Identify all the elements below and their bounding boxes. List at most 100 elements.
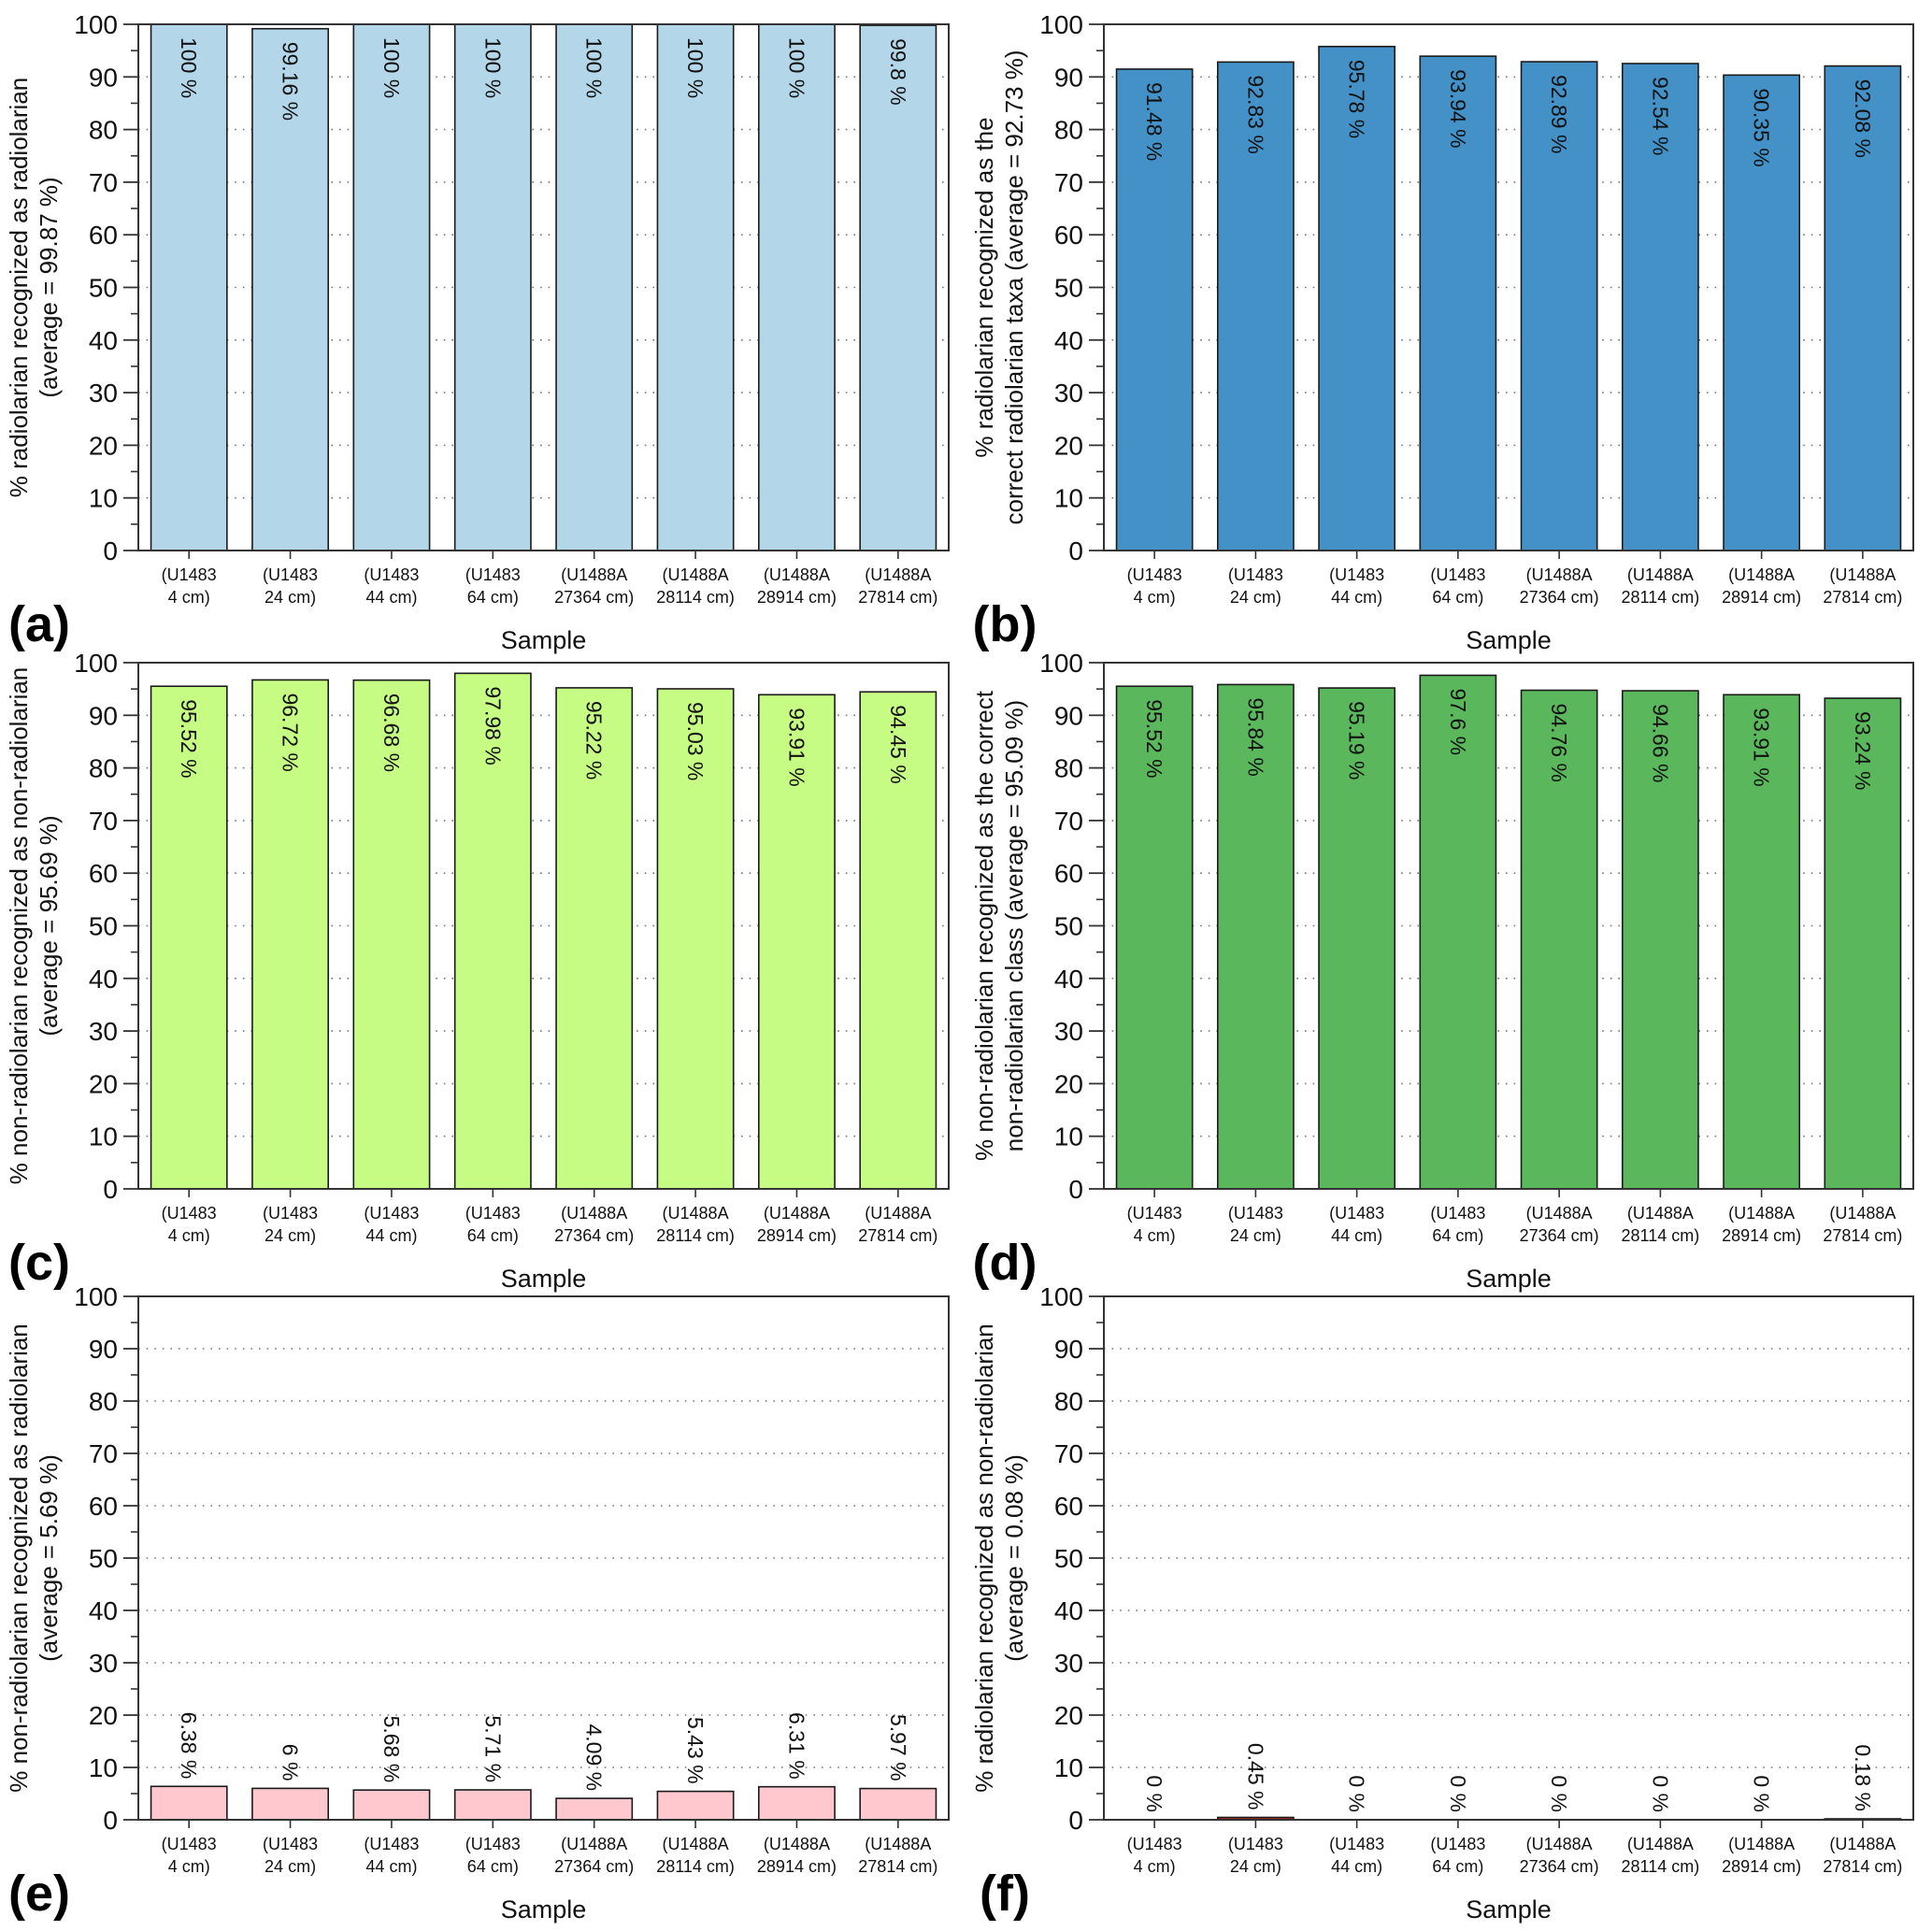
x-tick-label-line: (U1488A bbox=[1627, 1204, 1694, 1223]
bar bbox=[555, 23, 634, 551]
bar-value-label: 96.68 % bbox=[379, 694, 404, 772]
bar bbox=[453, 672, 532, 1190]
bar-value-label: 96.72 % bbox=[279, 693, 303, 771]
x-tick-label-line: (U1488A bbox=[663, 1204, 729, 1223]
chart-panel-b: 91.48 % (U1483 4 cm) 92.83 % (U1483 24 cm) 95.… bbox=[970, 10, 1914, 654]
x-tick-label-line: 27814 cm) bbox=[858, 1857, 937, 1876]
x-tick-label-line: 27364 cm) bbox=[554, 588, 634, 607]
y-tick-label: 50 bbox=[1054, 912, 1083, 941]
bar-value-label: 100 % bbox=[379, 37, 404, 98]
x-tick-label: (U1488A 28914 cm) bbox=[757, 1204, 837, 1245]
y-tick-label: 100 bbox=[1039, 10, 1083, 39]
x-tick-label: (U1483 44 cm) bbox=[1329, 565, 1384, 607]
x-tick-label-line: 44 cm) bbox=[1331, 588, 1382, 607]
x-tick-label: (U1483 24 cm) bbox=[1228, 565, 1283, 607]
y-tick-label: 100 bbox=[74, 10, 118, 39]
x-tick-label-line: 27814 cm) bbox=[1823, 1226, 1902, 1245]
x-tick-label-line: 27364 cm) bbox=[554, 1226, 634, 1245]
bar bbox=[1621, 690, 1699, 1190]
y-axis-label-line: % non-radiolarian recognized as radiolar… bbox=[5, 1323, 33, 1793]
y-tick-label: 70 bbox=[1054, 807, 1083, 836]
y-axis-label-line: (average = 0.08 %) bbox=[1000, 1454, 1028, 1662]
y-tick-label: 0 bbox=[103, 1806, 118, 1835]
x-tick-label-line: (U1483 bbox=[1127, 565, 1182, 584]
x-tick-label: (U1488A 28914 cm) bbox=[1722, 565, 1801, 607]
x-tick-label-line: 28114 cm) bbox=[1622, 1857, 1700, 1876]
x-tick-label-line: 28914 cm) bbox=[757, 588, 837, 607]
y-axis-label-line: % non-radiolarian recognized as non-radi… bbox=[5, 667, 33, 1185]
bar bbox=[1115, 685, 1194, 1190]
x-tick-label: (U1483 64 cm) bbox=[465, 565, 521, 607]
bar-value-label: 100 % bbox=[480, 37, 505, 98]
x-tick-label: (U1488A 28114 cm) bbox=[1622, 1204, 1700, 1245]
x-tick-label: (U1488A 27364 cm) bbox=[554, 565, 634, 607]
y-tick-label: 70 bbox=[89, 168, 118, 197]
x-tick-label-line: 27814 cm) bbox=[1823, 588, 1902, 607]
x-tick-label-line: (U1483 bbox=[364, 1204, 419, 1223]
y-tick-label: 30 bbox=[89, 1017, 118, 1046]
x-tick-label: (U1488A 28914 cm) bbox=[757, 565, 837, 607]
x-tick-label-line: 28114 cm) bbox=[656, 1857, 735, 1876]
bar-value-label: 0 % bbox=[1648, 1775, 1672, 1812]
x-tick-label: (U1483 24 cm) bbox=[263, 1204, 318, 1245]
x-tick-label-line: 64 cm) bbox=[467, 588, 519, 607]
bar bbox=[1824, 697, 1902, 1190]
y-tick-label: 100 bbox=[1039, 649, 1083, 678]
x-tick-label: (U1488A 27814 cm) bbox=[858, 565, 937, 607]
x-tick-label: (U1483 24 cm) bbox=[263, 565, 318, 607]
y-tick-label: 10 bbox=[1054, 1123, 1083, 1151]
x-tick-label-line: (U1483 bbox=[1329, 1835, 1384, 1853]
y-tick-label: 30 bbox=[89, 379, 118, 408]
bar-value-label: 92.54 % bbox=[1648, 77, 1672, 155]
bar-value-label: 4.09 % bbox=[582, 1724, 607, 1791]
y-tick-label: 30 bbox=[1054, 1017, 1083, 1046]
bar bbox=[150, 685, 228, 1190]
x-tick-label: (U1483 4 cm) bbox=[1127, 1204, 1182, 1245]
bar-value-label: 5.97 % bbox=[886, 1714, 910, 1781]
x-tick-label-line: 4 cm) bbox=[168, 588, 210, 607]
x-tick-label: (U1483 4 cm) bbox=[1127, 565, 1182, 607]
chart-panel-d: 95.52 % (U1483 4 cm) 95.84 % (U1483 24 cm) 95.… bbox=[970, 649, 1914, 1293]
x-tick-label: (U1483 44 cm) bbox=[1329, 1835, 1384, 1876]
y-tick-label: 90 bbox=[1054, 63, 1083, 92]
x-tick-label-line: (U1483 bbox=[263, 1204, 318, 1223]
bar-value-label: 91.48 % bbox=[1142, 82, 1166, 161]
x-tick-label-line: 44 cm) bbox=[365, 1226, 417, 1245]
x-tick-label-line: 4 cm) bbox=[1134, 1857, 1176, 1876]
x-tick-label: (U1488A 27364 cm) bbox=[554, 1204, 634, 1245]
x-tick-label-line: (U1483 bbox=[1329, 1204, 1384, 1223]
bar-value-label: 95.19 % bbox=[1345, 701, 1369, 780]
x-tick-label-line: 4 cm) bbox=[168, 1226, 210, 1245]
bar bbox=[859, 1787, 937, 1821]
bar bbox=[251, 1787, 330, 1821]
x-tick-label-line: 27364 cm) bbox=[1520, 1857, 1599, 1876]
bar-value-label: 0 % bbox=[1750, 1775, 1774, 1812]
bar-value-label: 5.43 % bbox=[683, 1717, 708, 1784]
y-tick-label: 100 bbox=[1039, 1282, 1083, 1311]
bar-value-label: 0 % bbox=[1345, 1775, 1369, 1812]
x-tick-label-line: (U1483 bbox=[1228, 565, 1283, 584]
x-tick-label: (U1488A 27814 cm) bbox=[1823, 1835, 1902, 1876]
y-tick-label: 30 bbox=[89, 1649, 118, 1678]
bar-value-label: 99.16 % bbox=[279, 42, 303, 121]
x-tick-label: (U1483 24 cm) bbox=[1228, 1204, 1283, 1245]
y-axis-label-line: % non-radiolarian recognized as the corr… bbox=[970, 690, 998, 1161]
bar-value-label: 93.91 % bbox=[1750, 708, 1774, 786]
bar bbox=[1216, 61, 1295, 551]
y-tick-label: 10 bbox=[1054, 1753, 1083, 1782]
bar bbox=[352, 679, 431, 1190]
y-tick-label: 20 bbox=[89, 431, 118, 460]
y-tick-label: 90 bbox=[1054, 1335, 1083, 1364]
x-tick-label: (U1488A 27814 cm) bbox=[1823, 565, 1902, 607]
x-tick-label-line: (U1488A bbox=[1526, 1204, 1593, 1223]
y-axis-label: % non-radiolarian recognized as the corr… bbox=[970, 690, 1028, 1161]
x-tick-label-line: (U1488A bbox=[1829, 565, 1896, 584]
y-tick-label: 40 bbox=[1054, 326, 1083, 355]
x-tick-label-line: (U1488A bbox=[764, 1835, 830, 1853]
x-tick-label-line: (U1488A bbox=[764, 565, 830, 584]
x-tick-label-line: (U1488A bbox=[1829, 1835, 1896, 1853]
bar bbox=[1216, 683, 1295, 1190]
bar-value-label: 92.89 % bbox=[1547, 75, 1571, 153]
y-axis-label-line: (average = 99.87 %) bbox=[35, 177, 63, 397]
y-axis-label-line: % radiolarian recognized as radiolarian bbox=[5, 78, 33, 497]
